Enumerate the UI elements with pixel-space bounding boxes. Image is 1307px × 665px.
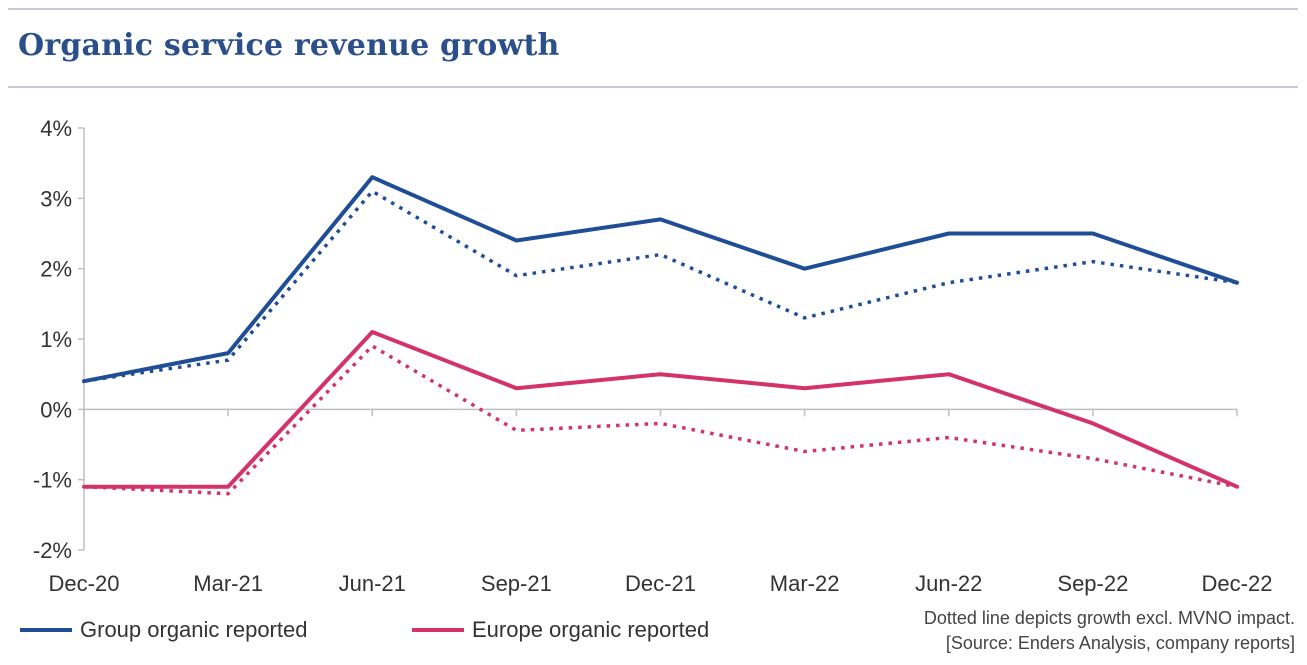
y-tick-label: 4% [40,116,72,141]
x-tick-label: Sep-21 [481,571,552,596]
x-tick-label: Mar-22 [770,571,840,596]
y-tick-label: 2% [40,257,72,282]
series-line-3 [83,344,1238,496]
x-tick-label: Jun-21 [339,571,406,596]
legend-swatch-europe [412,628,464,632]
series-line-1 [83,189,1238,383]
series-line-2 [82,330,1239,489]
footnote-line-1: Dotted line depicts growth excl. MVNO im… [923,608,1295,628]
legend-label-group: Group organic reported [80,617,308,642]
top-rule [8,8,1298,10]
y-tick-label: -2% [33,538,72,563]
x-tick-label: Jun-22 [915,571,982,596]
x-tick-label: Mar-21 [193,571,263,596]
series-line-0 [82,175,1239,384]
title-rule [8,86,1298,88]
footnote: Dotted line depicts growth excl. MVNO im… [924,606,1295,656]
x-tick-label: Dec-20 [49,571,120,596]
chart-title: Organic service revenue growth [18,28,560,63]
y-tick-label: 3% [40,186,72,211]
footnote-line-2: [Source: Enders Analysis, company report… [945,633,1295,653]
legend-europe: Europe organic reported [412,614,709,646]
legend-swatch-group [20,628,72,632]
x-tick-label: Dec-21 [625,571,696,596]
legend-group: Group organic reported [20,614,307,646]
y-tick-label: 1% [40,327,72,352]
y-tick-label: 0% [40,397,72,422]
x-tick-label: Dec-22 [1202,571,1273,596]
legend-label-europe: Europe organic reported [472,617,710,642]
y-tick-label: -1% [33,468,72,493]
x-tick-label: Sep-22 [1057,571,1128,596]
